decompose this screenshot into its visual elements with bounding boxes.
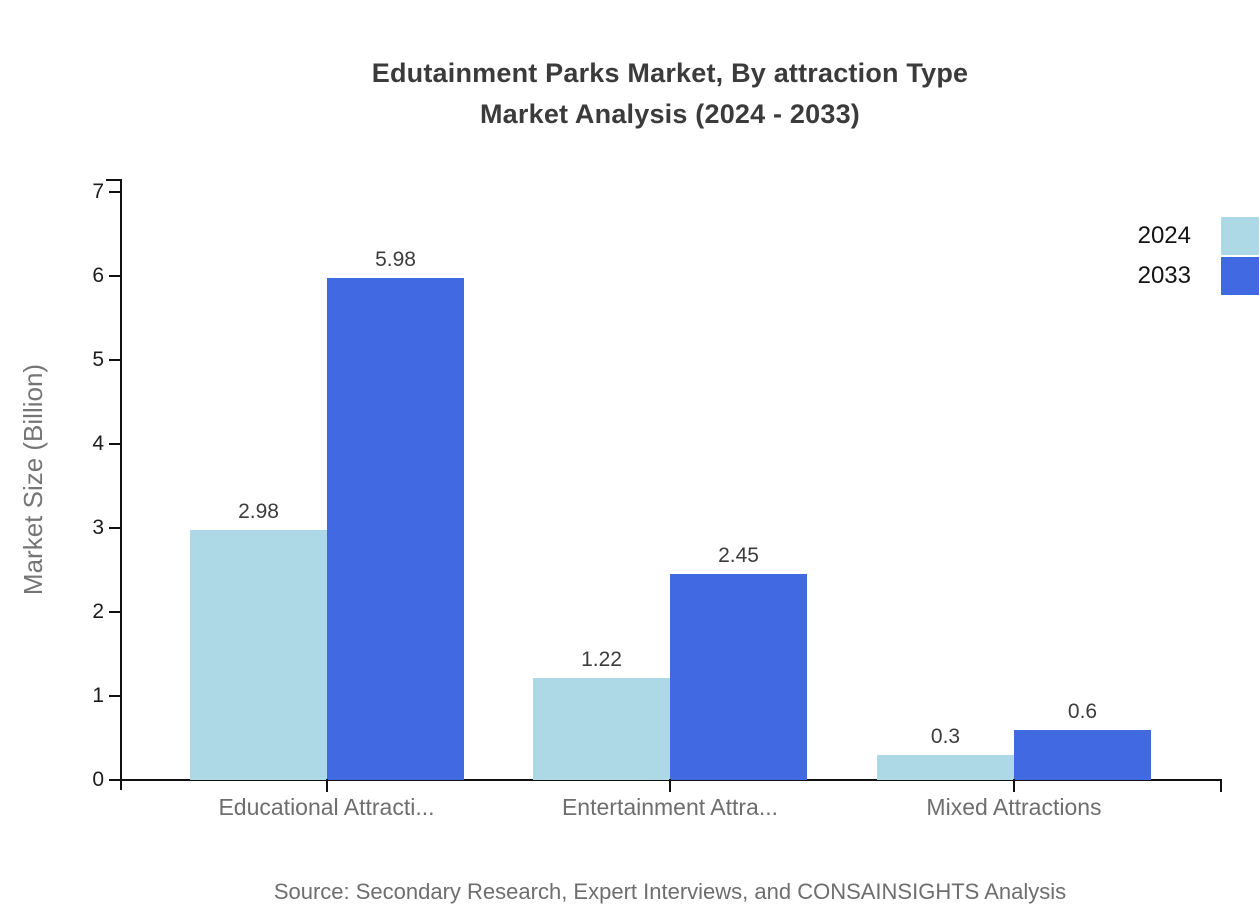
y-axis-title: Market Size (Billion)	[18, 363, 49, 596]
x-category-label: Educational Attracti...	[218, 794, 435, 820]
y-axis-tick-label: 0	[92, 768, 104, 791]
source-note: Source: Secondary Research, Expert Inter…	[273, 879, 1067, 904]
plot-area: 2.98 5.98 1.22 2.45 0.3 0.6	[121, 179, 1222, 780]
legend-item-2024: 2024	[1138, 217, 1259, 255]
bar-value-label: 5.98	[375, 248, 416, 271]
bar-2024-3	[877, 755, 1014, 780]
bar-2033-1	[327, 278, 464, 780]
chart-title: Edutainment Parks Market, By attraction …	[80, 53, 1260, 135]
y-axis-tick	[109, 611, 121, 613]
y-axis-tick-label: 4	[92, 432, 104, 455]
y-axis-tick	[109, 779, 121, 781]
bar-value-label: 2.98	[238, 500, 279, 523]
bar-2033-2	[670, 574, 807, 780]
y-axis-tick-label: 5	[92, 348, 104, 371]
y-axis-spine	[120, 179, 122, 790]
legend: 2024 2033	[1138, 217, 1259, 295]
y-axis-tick-label: 3	[92, 516, 104, 539]
bar-2024-2	[533, 678, 670, 780]
y-axis-tick	[109, 359, 121, 361]
legend-swatch-2024	[1221, 217, 1259, 255]
y-axis-tick	[109, 275, 121, 277]
y-axis-tick	[109, 443, 121, 445]
bar-2024-1	[190, 530, 327, 780]
bar-2033-3	[1014, 730, 1151, 780]
x-category-label: Mixed Attractions	[926, 794, 1102, 820]
bar-value-label: 2.45	[718, 544, 759, 567]
x-axis-tick	[325, 779, 328, 792]
y-axis-tick	[109, 191, 121, 193]
x-axis-tick	[1013, 779, 1015, 792]
chart-title-line1: Edutainment Parks Market, By attraction …	[371, 58, 969, 88]
legend-label-2033: 2033	[1137, 262, 1191, 289]
y-axis-tick-label: 2	[92, 600, 104, 623]
chart-title-line2: Market Analysis (2024 - 2033)	[479, 99, 860, 129]
bar-value-label: 0.3	[930, 725, 961, 748]
x-category-label: Entertainment Attra...	[561, 794, 779, 820]
x-axis-tick	[669, 779, 671, 792]
legend-swatch-2033	[1221, 257, 1259, 295]
y-axis-top-cap	[106, 179, 122, 181]
y-axis-tick-label: 7	[92, 180, 104, 203]
y-axis-tick	[109, 527, 121, 529]
x-axis-end-tick	[1220, 779, 1222, 792]
y-axis-tick-label: 1	[92, 684, 104, 707]
bar-value-label: 1.22	[581, 648, 622, 671]
y-axis-tick-label: 6	[92, 264, 104, 287]
legend-item-2033: 2033	[1138, 257, 1259, 295]
bar-value-label: 0.6	[1067, 700, 1098, 723]
x-axis-spine	[120, 779, 1222, 781]
legend-label-2024: 2024	[1137, 222, 1191, 249]
y-axis-tick	[109, 695, 121, 697]
